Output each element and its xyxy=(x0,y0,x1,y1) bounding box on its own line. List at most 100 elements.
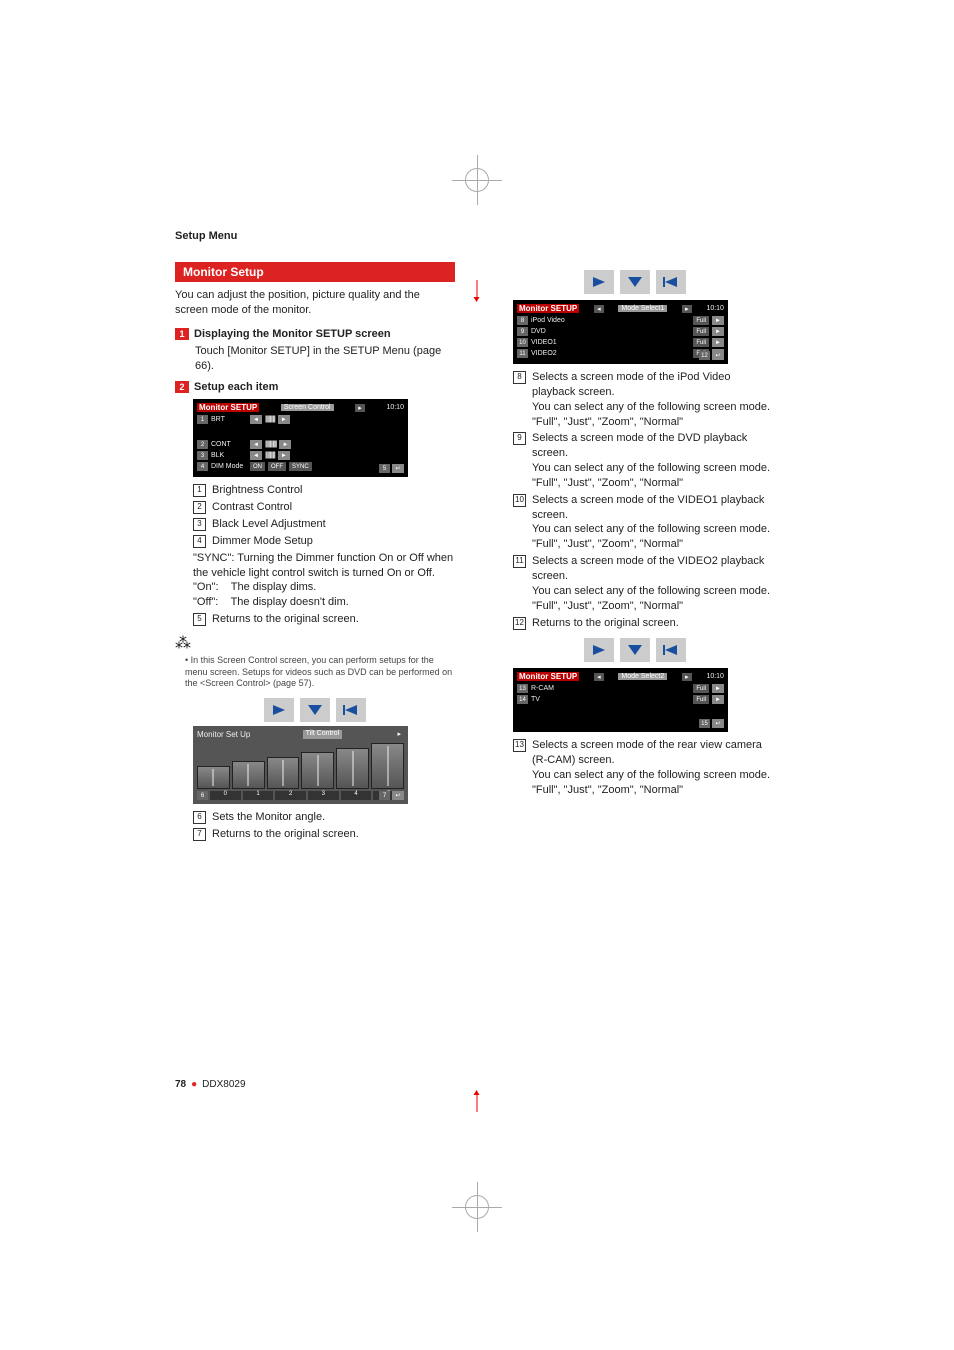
play-icon xyxy=(264,698,294,722)
return-icon[interactable]: ↩ xyxy=(392,791,404,800)
right-arrow-icon[interactable]: ► xyxy=(279,440,291,449)
bb3-lbl: R-CAM xyxy=(531,685,567,692)
tilt-bar[interactable] xyxy=(197,766,230,789)
right-arrow-icon[interactable]: ► xyxy=(278,451,290,460)
left-arrow-icon[interactable]: ◄ xyxy=(250,415,262,424)
bb3-prev-icon: ◂ xyxy=(594,673,604,681)
bb2-back: 12 ↩ xyxy=(699,351,724,360)
bb2-idx: 8 xyxy=(517,316,528,325)
tilt-control-box: Monitor Set Up Tilt Control ▸ 6 0 1 2 xyxy=(193,726,408,804)
crop-tick-bottom xyxy=(477,1094,478,1112)
footer-dot-icon: ● xyxy=(191,1079,197,1090)
bb2-prev-icon: ◂ xyxy=(594,305,604,313)
ref-1: 1Brightness Control xyxy=(193,483,455,498)
bb3-row: 14 TV Full ► xyxy=(517,695,724,704)
bb2-time: 10:10 xyxy=(706,305,724,312)
intro-text: You can adjust the position, picture qua… xyxy=(175,288,455,318)
ref-5: 5Returns to the original screen. xyxy=(193,612,455,627)
ref13-t3: "Full", "Just", "Zoom", "Normal" xyxy=(532,784,683,796)
bb1-row-cont: 2 CONT ◄ |||||||||||||| ► xyxy=(197,440,404,449)
ref-text-9: Selects a screen mode of the DVD playbac… xyxy=(532,431,775,490)
step-1-label: 1 Displaying the Monitor SETUP screen xyxy=(175,328,455,340)
step-1-text: Displaying the Monitor SETUP screen xyxy=(194,328,391,340)
tilt-bar[interactable] xyxy=(371,743,404,789)
tilt-bar[interactable] xyxy=(232,761,265,789)
bb3-next-icon: ▸ xyxy=(682,673,692,681)
bb1-tab: Screen Control xyxy=(281,404,334,411)
dimmer-sync: "SYNC": Turning the Dimmer function On o… xyxy=(193,551,455,581)
section-title: Setup Menu xyxy=(175,230,779,242)
off-button[interactable]: OFF xyxy=(268,462,286,471)
bb2-lbl: VIDEO2 xyxy=(531,350,567,357)
bb2-title: Monitor SETUP xyxy=(517,304,579,313)
sync-button[interactable]: SYNC xyxy=(289,462,312,471)
ref-text-2: Contrast Control xyxy=(212,500,292,515)
bb2-next-icon: ▸ xyxy=(682,305,692,313)
ref-10: 10 Selects a screen mode of the VIDEO1 p… xyxy=(513,493,775,552)
right-arrow-icon[interactable]: ► xyxy=(712,684,724,693)
ref-num-3: 3 xyxy=(193,518,206,531)
ref-num-10: 10 xyxy=(513,494,526,507)
bb1-row-blk: 3 BLK ◄ |||||||||||| ► xyxy=(197,451,404,460)
right-column: Monitor SETUP ◂ Mode Select1 ▸ 10:10 8 i… xyxy=(495,262,775,844)
ref-num-13: 13 xyxy=(513,739,526,752)
bb3-back: 15 ↩ xyxy=(699,719,724,728)
right-arrow-icon[interactable]: ► xyxy=(712,695,724,704)
page-footer: 78 ● DDX8029 xyxy=(175,1079,246,1090)
tilt-num: 2 xyxy=(275,791,306,800)
bb1-lbl-brt: BRT xyxy=(211,416,247,423)
ref-num-12: 12 xyxy=(513,617,526,630)
ref-2: 2Contrast Control xyxy=(193,500,455,515)
return-icon[interactable]: ↩ xyxy=(392,464,404,473)
mode-select1-box: Monitor SETUP ◂ Mode Select1 ▸ 10:10 8 i… xyxy=(513,300,728,364)
ref-6: 6Sets the Monitor angle. xyxy=(193,810,455,825)
right-arrow-icon[interactable]: ► xyxy=(712,316,724,325)
mode-value: Full xyxy=(693,338,709,347)
bb1-back: 5 ↩ xyxy=(379,464,404,473)
bb3-idx: 14 xyxy=(517,695,528,704)
bb3-header: Monitor SETUP ◂ Mode Select2 ▸ 10:10 xyxy=(517,672,724,681)
ref-text-1: Brightness Control xyxy=(212,483,303,498)
heading-bar: Monitor Setup xyxy=(175,262,455,282)
tilt-idx-7: 7 xyxy=(379,791,390,800)
bb1-lbl-blk: BLK xyxy=(211,452,247,459)
ref-text-13: Selects a screen mode of the rear view c… xyxy=(532,738,775,797)
tilt-bar[interactable] xyxy=(336,748,369,789)
left-arrow-icon[interactable]: ◄ xyxy=(250,451,262,460)
tilt-bar[interactable] xyxy=(267,757,300,789)
return-icon[interactable]: ↩ xyxy=(712,719,724,728)
on-button[interactable]: ON xyxy=(250,462,265,471)
slider-icon: |||||||||||||| xyxy=(265,441,276,448)
left-arrow-icon[interactable]: ◄ xyxy=(250,440,262,449)
bb3-tab: Mode Select2 xyxy=(618,673,667,680)
model-name: DDX8029 xyxy=(202,1079,245,1090)
dimmer-sync-text: Turning the Dimmer function On or Off wh… xyxy=(193,552,453,579)
tilt-bar[interactable] xyxy=(301,752,334,789)
ref13-t2: You can select any of the following scre… xyxy=(532,769,770,781)
ref-num-7: 7 xyxy=(193,828,206,841)
bb1-idx-1: 1 xyxy=(197,415,208,424)
tilt-next-icon: ▸ xyxy=(394,730,404,739)
mode-value: Full xyxy=(693,695,709,704)
prev-icon xyxy=(656,638,686,662)
bb2-idx: 11 xyxy=(517,349,528,358)
play-icon xyxy=(584,270,614,294)
right-arrow-icon[interactable]: ► xyxy=(712,327,724,336)
note-body: In this Screen Control screen, you can p… xyxy=(185,655,452,688)
ref-11: 11 Selects a screen mode of the VIDEO2 p… xyxy=(513,554,775,613)
bb2-row: 10 VIDEO1 Full ► xyxy=(517,338,724,347)
return-icon[interactable]: ↩ xyxy=(712,351,724,360)
ref-12: 12Returns to the original screen. xyxy=(513,616,775,631)
ref-13: 13 Selects a screen mode of the rear vie… xyxy=(513,738,775,797)
two-column-layout: Monitor Setup You can adjust the positio… xyxy=(175,262,779,844)
screen-control-box: Monitor SETUP Screen Control ▸ 10:10 1 B… xyxy=(193,399,408,477)
bb1-header: Monitor SETUP Screen Control ▸ 10:10 xyxy=(197,403,404,412)
bb3-time: 10:10 xyxy=(706,673,724,680)
ref-num-11: 11 xyxy=(513,555,526,568)
tilt-bars xyxy=(197,743,404,789)
right-arrow-icon[interactable]: ► xyxy=(278,415,290,424)
crop-cross-bottom xyxy=(452,1182,502,1232)
right-arrow-icon[interactable]: ► xyxy=(712,338,724,347)
bb2-row: 8 iPod Video Full ► xyxy=(517,316,724,325)
bb3-idx: 13 xyxy=(517,684,528,693)
